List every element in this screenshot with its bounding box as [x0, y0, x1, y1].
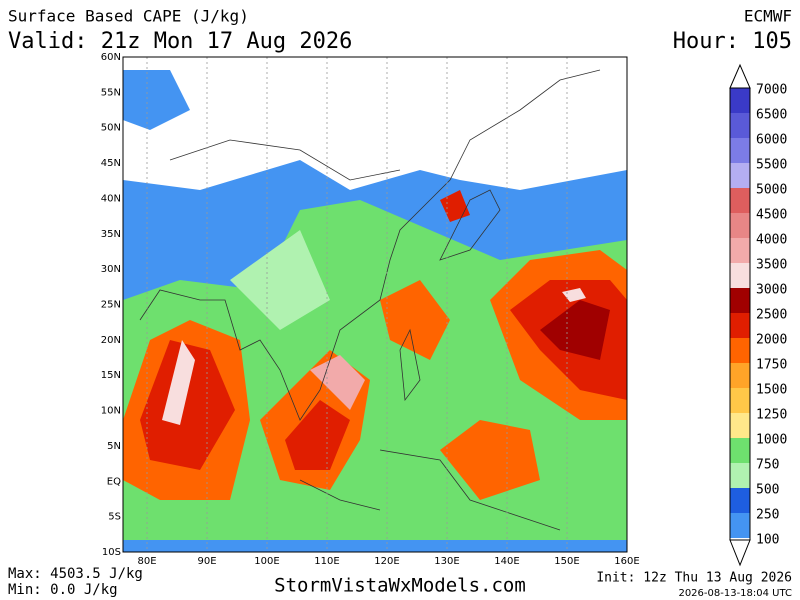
colorbar-swatch: [730, 388, 750, 413]
title: Surface Based CAPE (J/kg): [8, 7, 249, 26]
lat-label: 10N: [101, 406, 121, 417]
colorbar-label: 4500: [756, 208, 787, 223]
colorbar-swatch: [730, 288, 750, 313]
lat-label: EQ: [107, 476, 121, 487]
max-value: Max: 4503.5 J/kg: [8, 566, 143, 582]
lon-label: 110E: [314, 556, 339, 567]
colorbar-swatch: [730, 363, 750, 388]
lon-label: 130E: [434, 556, 459, 567]
lat-label: 40N: [101, 193, 121, 204]
lat-label: 45N: [101, 158, 121, 169]
timestamp: 2026-08-13-18:04 UTC: [678, 588, 792, 599]
colorbar-label: 7000: [756, 83, 787, 98]
colorbar-swatch: [730, 263, 750, 288]
model: ECMWF: [744, 7, 792, 26]
valid-time: Valid: 21z Mon 17 Aug 2026: [8, 29, 352, 54]
colorbar-label: 750: [756, 458, 779, 473]
lat-label: 50N: [101, 123, 121, 134]
lat-label: 30N: [101, 264, 121, 275]
lon-label: 80E: [137, 556, 156, 567]
lon-label: 150E: [554, 556, 579, 567]
colorbar-label: 6500: [756, 108, 787, 123]
lat-label: 55N: [101, 87, 121, 98]
colorbar: 7000 6500 6000 5500 5000 4500 4000 3500 3000 2500…: [729, 63, 787, 567]
lon-label: 160E: [614, 556, 639, 567]
colorbar-swatch: [730, 513, 750, 538]
colorbar-swatch: [730, 413, 750, 438]
colorbar-label: 3500: [756, 258, 787, 273]
colorbar-label: 2500: [756, 308, 787, 323]
min-value: Min: 0.0 J/kg: [8, 582, 118, 598]
lat-label: 25N: [101, 300, 121, 311]
site: StormVistaWxModels.com: [274, 575, 526, 597]
colorbar-label: 5000: [756, 183, 787, 198]
colorbar-label: 6000: [756, 133, 787, 148]
colorbar-label: 1000: [756, 433, 787, 448]
colorbar-label: 1250: [756, 408, 787, 423]
map-field: [122, 56, 628, 553]
colorbar-swatch: [730, 163, 750, 188]
colorbar-swatch: [730, 238, 750, 263]
colorbar-swatch: [730, 313, 750, 338]
colorbar-label: 2000: [756, 333, 787, 348]
latitude-labels: 60N 55N 50N 45N 40N 35N 30N 25N 20N 15N 10N 5N EQ 5S 1…: [101, 52, 121, 558]
colorbar-label: 1500: [756, 383, 787, 398]
lon-label: 90E: [197, 556, 216, 567]
lat-label: 15N: [101, 370, 121, 381]
colorbar-swatch: [730, 188, 750, 213]
forecast-hour: Hour: 105: [673, 29, 792, 54]
colorbar-label: 1750: [756, 358, 787, 373]
lon-label: 100E: [254, 556, 279, 567]
colorbar-swatch: [730, 488, 750, 513]
colorbar-label: 4000: [756, 233, 787, 248]
colorbar-swatch: [730, 88, 750, 113]
lat-label: 35N: [101, 229, 121, 240]
lat-label: 20N: [101, 335, 121, 346]
init-time: Init: 12z Thu 13 Aug 2026: [596, 571, 792, 586]
lon-label: 120E: [374, 556, 399, 567]
colorbar-label: 500: [756, 483, 779, 498]
lon-label: 140E: [494, 556, 519, 567]
lat-label: 60N: [101, 52, 121, 63]
colorbar-swatch: [730, 113, 750, 138]
colorbar-swatch: [730, 463, 750, 488]
colorbar-swatch: [730, 338, 750, 363]
colorbar-label: 5500: [756, 158, 787, 173]
lat-label: 5S: [108, 512, 121, 523]
lat-label: 10S: [102, 547, 121, 558]
colorbar-label: 3000: [756, 283, 787, 298]
colorbar-swatch: [730, 213, 750, 238]
longitude-labels: 80E 90E 100E 110E 120E 130E 140E 150E 160E: [137, 556, 639, 567]
colorbar-swatch: [730, 438, 750, 463]
colorbar-label: 250: [756, 508, 779, 523]
colorbar-swatch: [730, 138, 750, 163]
colorbar-label: 100: [756, 533, 779, 548]
lat-label: 5N: [107, 441, 121, 452]
colorbar-frame: [729, 87, 751, 541]
